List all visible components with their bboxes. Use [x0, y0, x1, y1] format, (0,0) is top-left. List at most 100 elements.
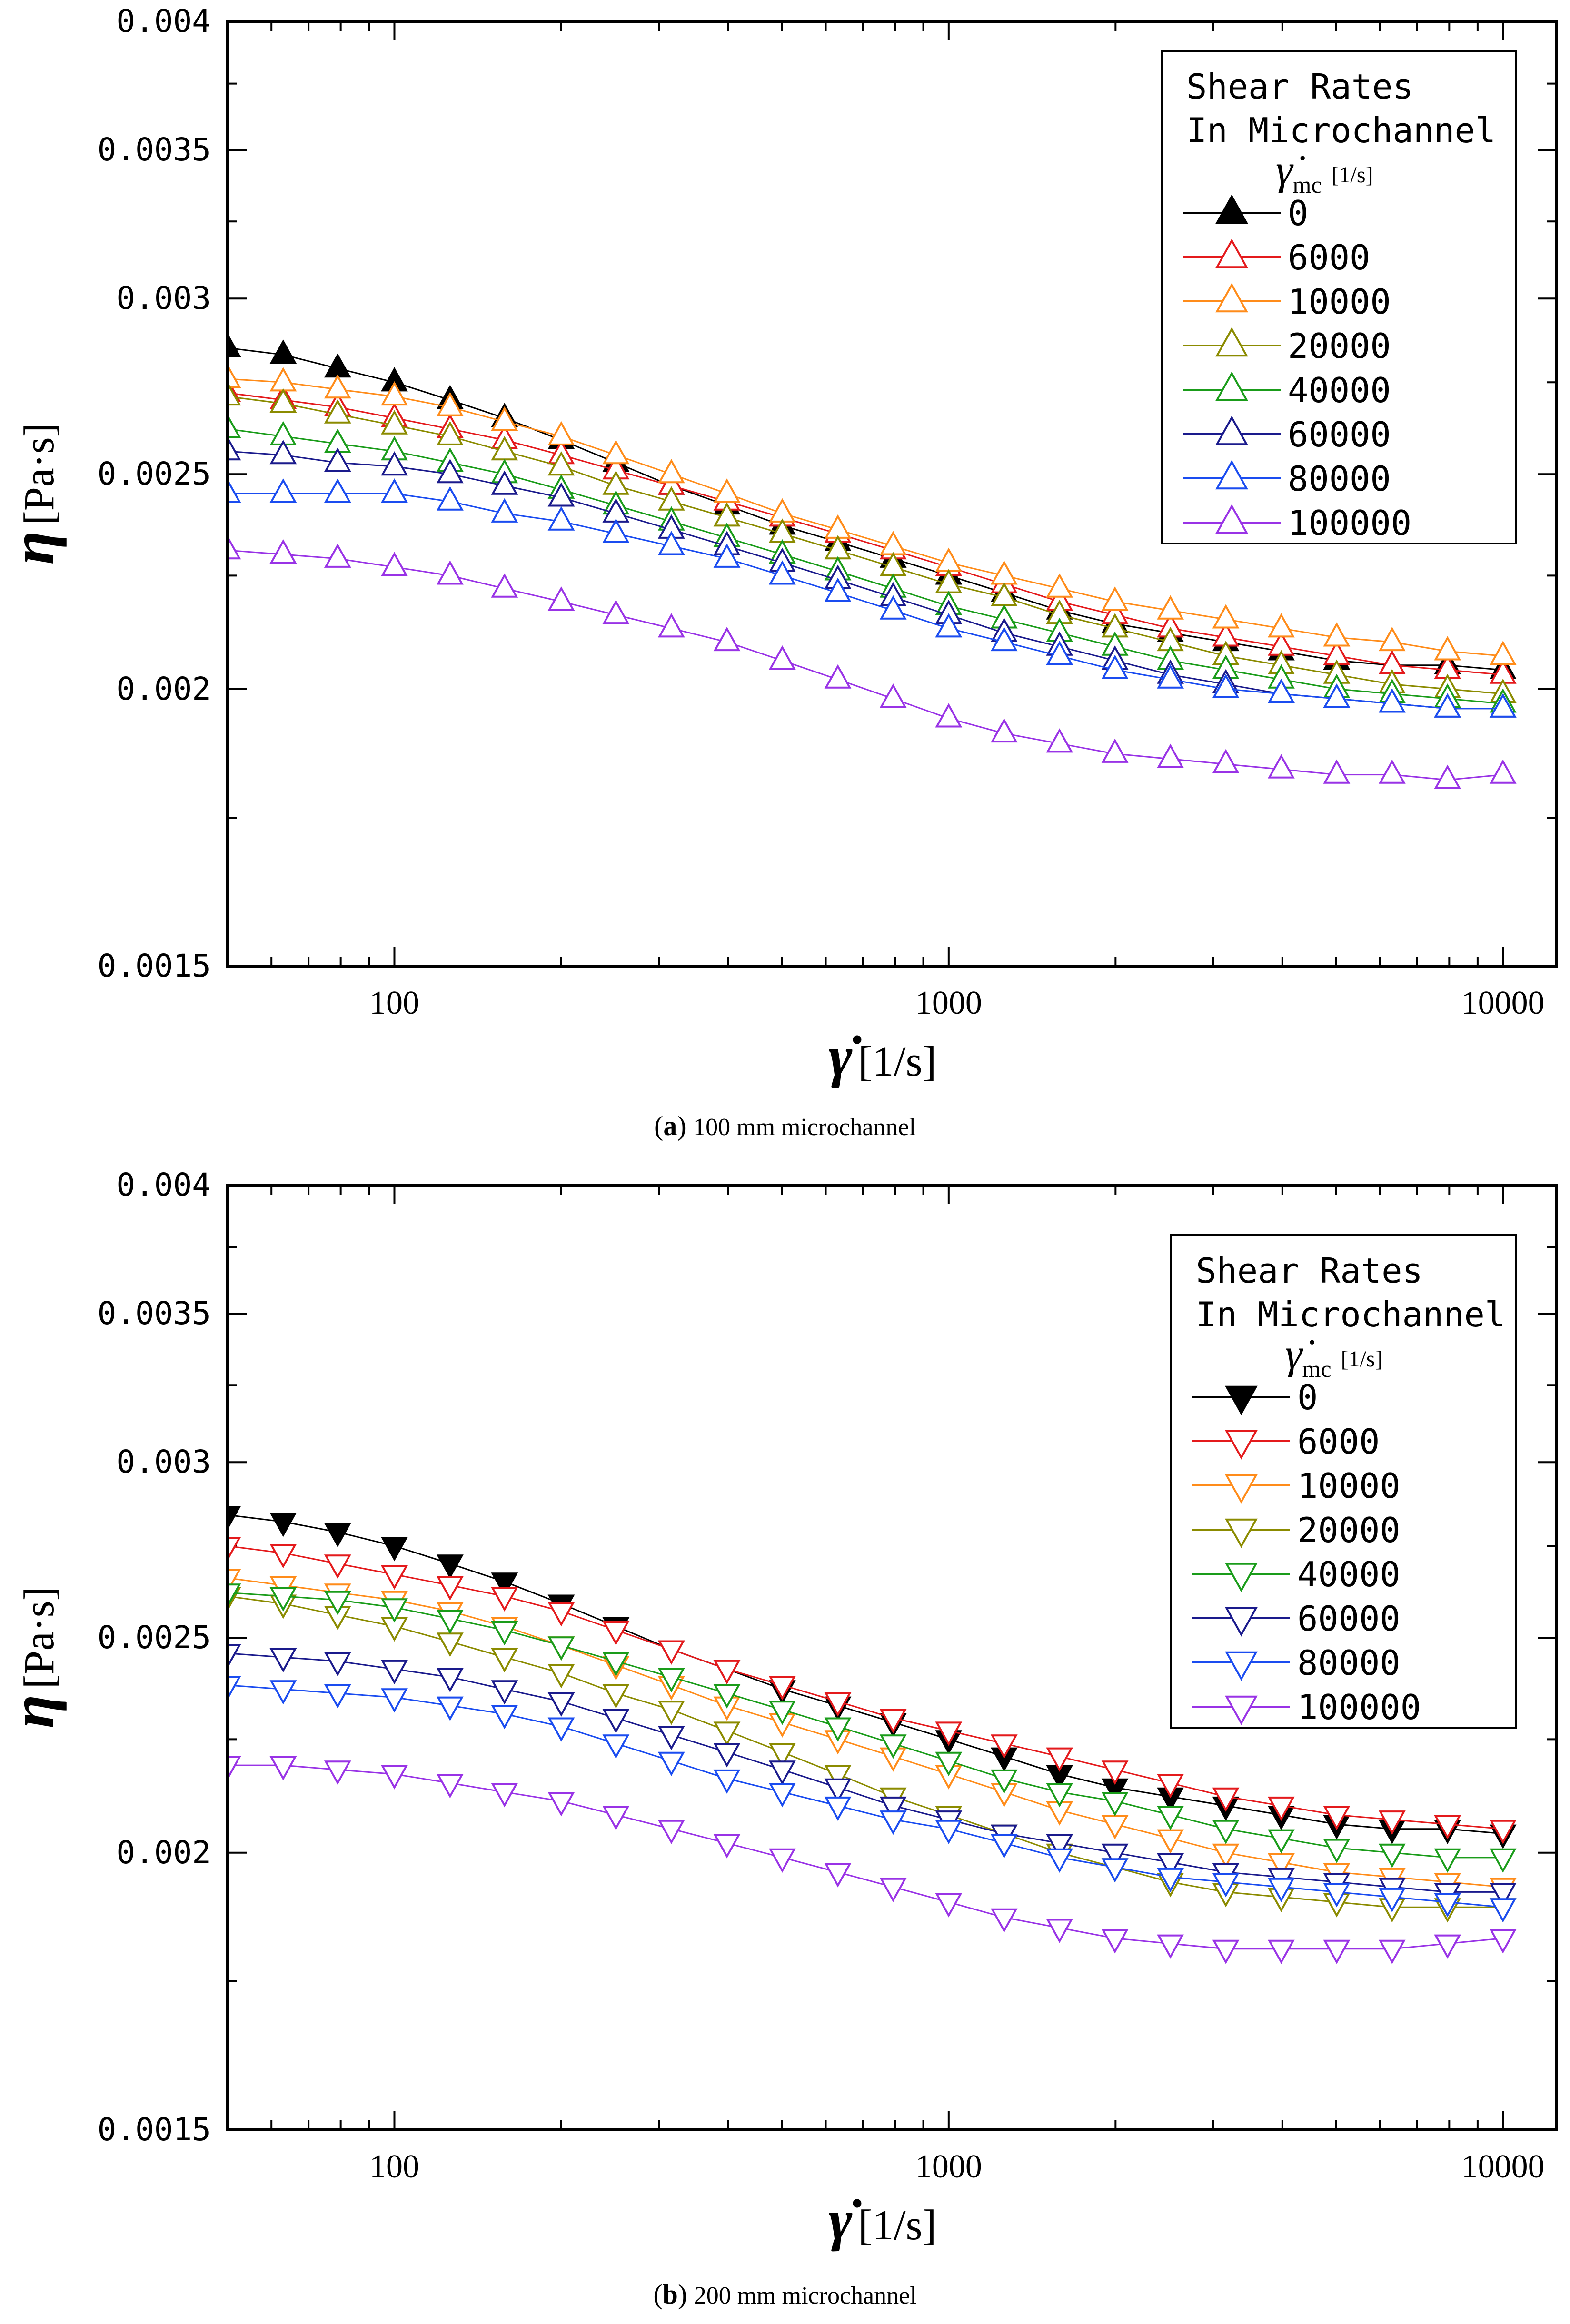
data-point [269, 1680, 297, 1705]
data-point [381, 451, 408, 476]
data-point [657, 459, 685, 484]
data-point [324, 1554, 351, 1579]
data-point [381, 1660, 408, 1685]
chart-panel-b: 0.0015 0.002 0.0025 0.003 0.0035 0.004 100 1000… [0, 1167, 1558, 2310]
data-point [1268, 1853, 1295, 1878]
data-point [1212, 1787, 1240, 1812]
data-point [1434, 1934, 1461, 1959]
data-point [768, 1760, 796, 1785]
data-point [547, 421, 575, 445]
x-tick-label: 1000 [915, 2148, 982, 2185]
data-point [602, 440, 630, 465]
data-point [990, 1734, 1018, 1759]
data-point [1434, 764, 1461, 789]
x-tick-label: 100 [369, 2148, 419, 2185]
data-point [1157, 1829, 1184, 1854]
plot-area [228, 332, 1517, 789]
data-point [713, 478, 741, 503]
data-point [602, 1734, 630, 1759]
data-point [768, 645, 796, 670]
legend-marker [1225, 1385, 1258, 1415]
data-point [324, 543, 351, 568]
x-axis-label: γ̇ [1/s] [829, 2188, 937, 2252]
data-point [437, 1696, 464, 1721]
data-point [1378, 1888, 1406, 1913]
data-point [1268, 1878, 1295, 1902]
figure-caption: (b) 200 mm microchannel [653, 2279, 916, 2310]
series-line [228, 1684, 1503, 1908]
legend-box [1161, 50, 1517, 544]
y-tick-label: 0.0015 [98, 948, 211, 984]
legend-label: 20000 [1288, 326, 1391, 366]
data-point [1434, 1893, 1461, 1918]
data-point [713, 1743, 741, 1768]
data-point [269, 1513, 297, 1537]
series-6000 [228, 1537, 1517, 1844]
data-point [1101, 1760, 1129, 1785]
data-point [381, 1765, 408, 1790]
data-point [491, 1621, 518, 1646]
legend-label: 100000 [1288, 503, 1411, 543]
data-point [269, 388, 297, 413]
legend-item: 80000 [1183, 459, 1391, 499]
data-point [228, 1676, 241, 1701]
data-point [713, 1721, 741, 1746]
data-point [1268, 678, 1295, 703]
data-point [228, 414, 241, 438]
data-point [228, 1583, 241, 1608]
data-point [228, 1537, 241, 1562]
data-point [768, 1783, 796, 1808]
data-point [935, 1721, 963, 1746]
data-point [547, 1636, 575, 1661]
data-point [935, 1893, 963, 1918]
data-point [228, 436, 241, 461]
data-point [547, 1602, 575, 1627]
data-point [228, 478, 241, 503]
data-point [324, 1684, 351, 1709]
data-point [990, 1908, 1018, 1933]
data-point [1101, 654, 1129, 679]
data-point [228, 332, 241, 357]
data-point [1434, 1848, 1461, 1873]
data-point [768, 1676, 796, 1701]
data-point [1212, 1820, 1240, 1844]
data-point [1323, 759, 1351, 784]
data-point [1101, 586, 1129, 611]
legend-item: 100000 [1183, 503, 1411, 543]
series-line [228, 493, 1503, 710]
data-point [1489, 1848, 1517, 1873]
data-point [381, 1598, 408, 1623]
data-point [657, 1820, 685, 1844]
data-point [228, 535, 241, 560]
data-point [768, 1701, 796, 1725]
y-axis-label: η[Pa·s] [0, 1586, 67, 1728]
data-point [1378, 1843, 1406, 1868]
plot-frame [226, 20, 1558, 968]
data-point [713, 1660, 741, 1685]
data-point [1489, 1898, 1517, 1923]
x-tick-label: 1000 [915, 985, 982, 1021]
data-point [657, 531, 685, 555]
data-point [1157, 664, 1184, 689]
legend-marker [1225, 1430, 1258, 1460]
legend-item: 10000 [1192, 1466, 1401, 1506]
data-point [381, 1565, 408, 1590]
data-point [269, 1756, 297, 1781]
data-point [1268, 754, 1295, 779]
y-axis-label: η[Pa·s] [0, 423, 67, 564]
y-tick-label: 0.0025 [98, 455, 211, 492]
data-point [657, 1668, 685, 1692]
data-point [228, 1756, 241, 1781]
data-point [269, 1648, 297, 1673]
data-point [1378, 688, 1406, 713]
legend-marker [1215, 371, 1248, 401]
legend-label: 10000 [1288, 282, 1391, 322]
axis-ticks [227, 20, 1557, 967]
data-point [324, 447, 351, 472]
data-point [879, 683, 907, 708]
data-point [824, 577, 852, 602]
legend-title: Shear Rates [1186, 67, 1413, 107]
data-point [437, 1554, 464, 1579]
